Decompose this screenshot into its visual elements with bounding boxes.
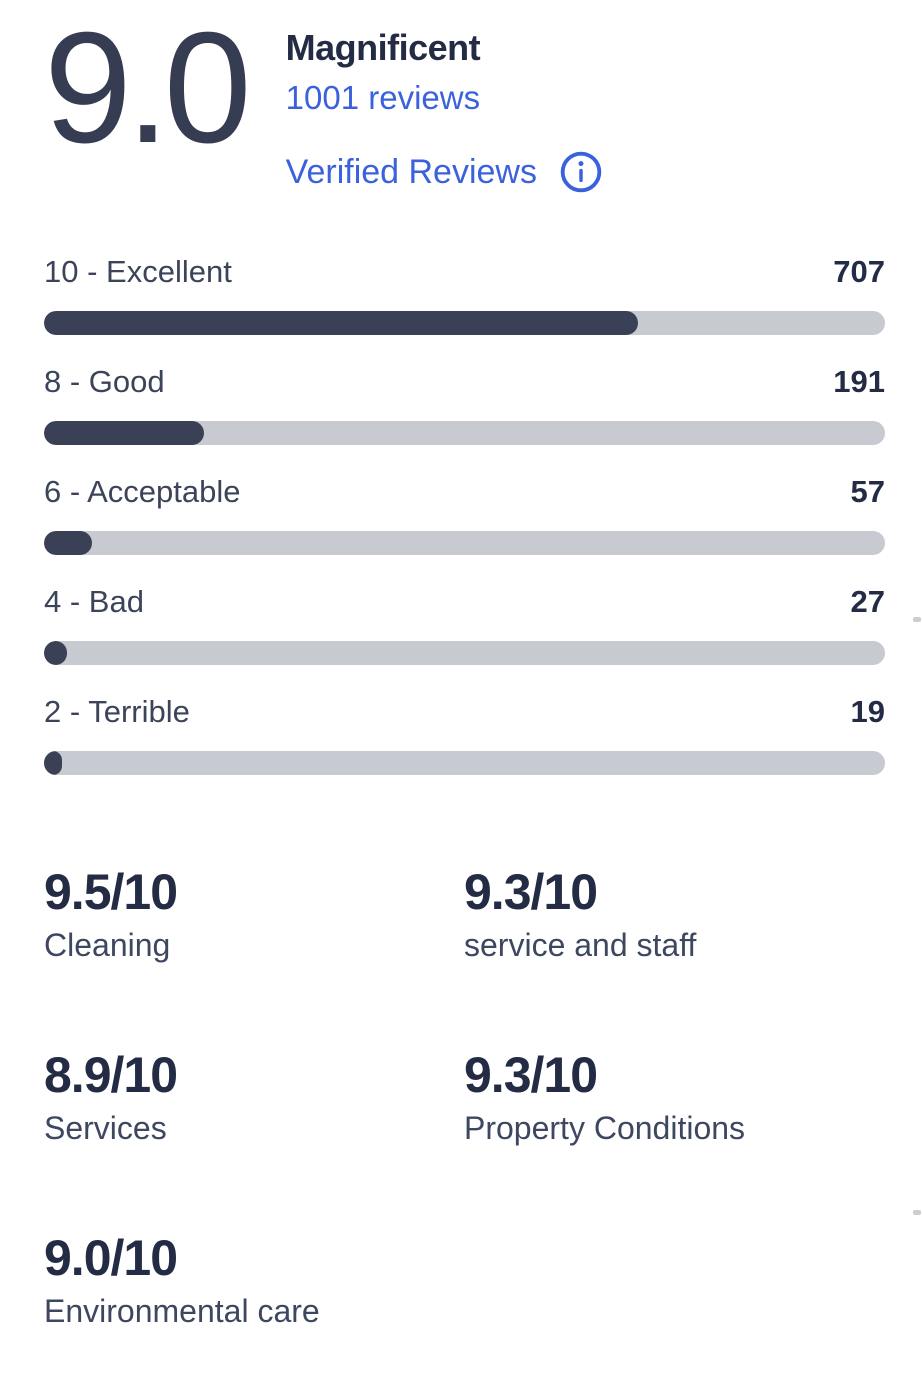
rating-bar-fill xyxy=(44,311,638,335)
category-score-cell: 9.0/10 Environmental care xyxy=(44,1229,464,1333)
rating-row-head: 4 - Bad 27 xyxy=(44,584,885,620)
rating-label: 4 - Bad xyxy=(44,584,144,619)
rating-label: 10 - Excellent xyxy=(44,254,232,289)
rating-bar-track xyxy=(44,641,885,665)
scrollbar-thumb-fragment-top[interactable] xyxy=(913,617,921,622)
rating-row: 6 - Acceptable 57 xyxy=(44,474,885,555)
category-score-label: Services xyxy=(44,1110,167,1146)
rating-label: 6 - Acceptable xyxy=(44,474,241,509)
header-text-block: Magnificent 1001 reviews Verified Review… xyxy=(286,24,603,194)
rating-row: 4 - Bad 27 xyxy=(44,584,885,665)
rating-bar-fill xyxy=(44,531,92,555)
rating-label: 2 - Terrible xyxy=(44,694,190,729)
category-score-cell: 8.9/10 Services xyxy=(44,1046,464,1150)
category-score-label: Environmental care xyxy=(44,1293,320,1329)
rating-bar-track xyxy=(44,751,885,775)
rating-row: 8 - Good 191 xyxy=(44,364,885,445)
rating-bar-fill xyxy=(44,421,205,445)
category-score-value: 9.5/10 xyxy=(44,864,178,920)
category-score-value: 9.3/10 xyxy=(464,864,598,920)
rating-distribution-list: 10 - Excellent 707 8 - Good 191 6 - Acce… xyxy=(44,254,885,775)
rating-bar-track xyxy=(44,531,885,555)
rating-count: 19 xyxy=(850,694,885,729)
overall-score: 9.0 xyxy=(44,0,252,176)
category-score-value: 8.9/10 xyxy=(44,1047,178,1103)
rating-bar-track xyxy=(44,421,885,445)
category-score-label: service and staff xyxy=(464,927,697,963)
score-verdict-label: Magnificent xyxy=(285,27,481,68)
category-score-cell: 9.5/10 Cleaning xyxy=(44,863,464,967)
category-score-label: Cleaning xyxy=(44,927,171,963)
review-summary-header: 9.0 Magnificent 1001 reviews Verified Re… xyxy=(0,0,922,194)
rating-row-head: 10 - Excellent 707 xyxy=(44,254,885,290)
verified-reviews-link[interactable]: Verified Reviews xyxy=(285,153,537,191)
rating-count: 707 xyxy=(833,254,885,289)
scrollbar-thumb-fragment-bottom[interactable] xyxy=(913,1210,921,1215)
category-score-cell: 9.3/10 service and staff xyxy=(464,863,878,967)
verified-reviews-row: Verified Reviews xyxy=(286,150,603,194)
rating-bar-fill xyxy=(44,641,67,665)
rating-count: 191 xyxy=(833,364,885,399)
rating-label: 8 - Good xyxy=(44,364,165,399)
info-icon[interactable] xyxy=(559,150,603,194)
rating-count: 27 xyxy=(850,584,885,619)
category-scores-grid: 9.5/10 Cleaning 9.3/10 service and staff… xyxy=(44,863,878,1333)
rating-row: 2 - Terrible 19 xyxy=(44,694,885,775)
category-score-cell: 9.3/10 Property Conditions xyxy=(464,1046,878,1150)
rating-row: 10 - Excellent 707 xyxy=(44,254,885,335)
category-score-value: 9.3/10 xyxy=(464,1047,598,1103)
rating-bar-fill xyxy=(44,751,62,775)
rating-bar-track xyxy=(44,311,885,335)
rating-count: 57 xyxy=(850,474,885,509)
rating-row-head: 6 - Acceptable 57 xyxy=(44,474,885,510)
reviews-count-link[interactable]: 1001 reviews xyxy=(285,79,481,116)
category-score-label: Property Conditions xyxy=(464,1110,746,1146)
category-score-value: 9.0/10 xyxy=(44,1230,178,1286)
rating-row-head: 2 - Terrible 19 xyxy=(44,694,885,730)
rating-row-head: 8 - Good 191 xyxy=(44,364,885,400)
